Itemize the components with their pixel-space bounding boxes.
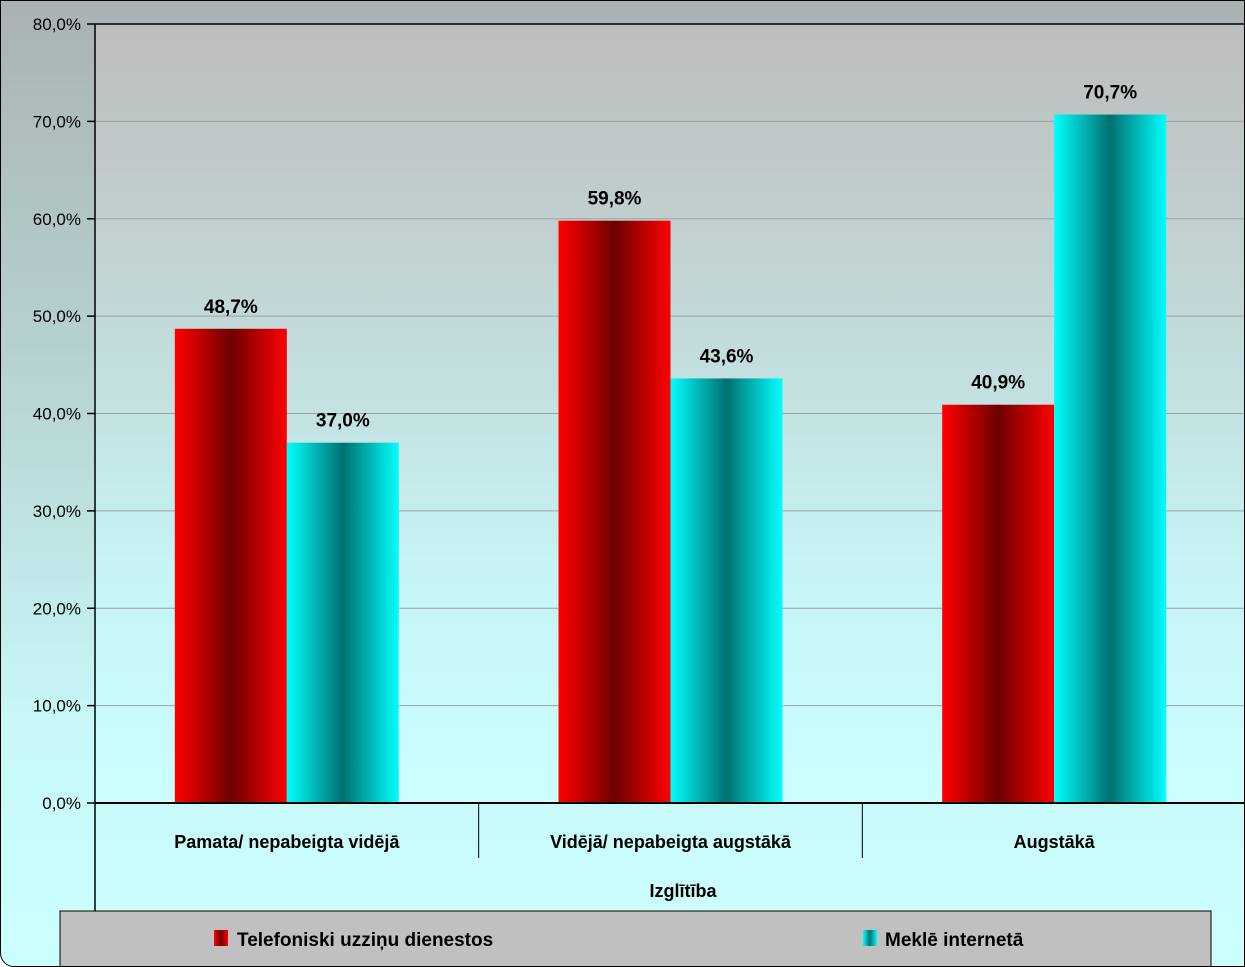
axes xyxy=(87,23,1244,911)
legend-label-telefoniski: Telefoniski uzziņu dienestos xyxy=(237,930,493,951)
data-label: 59,8% xyxy=(588,189,642,210)
y-tick-label: 10,0% xyxy=(33,697,81,716)
y-tick-label: 40,0% xyxy=(33,405,81,424)
y-tick-labels: 0,0% 10,0% 20,0% 30,0% 40,0% 50,0% 60,0% 70,0% 8… xyxy=(33,15,81,813)
data-labels: 48,7% 37,0% 59,8% 43,6% 40,9% 70,7% xyxy=(204,83,1137,432)
x-axis-title: Izglītība xyxy=(650,881,718,901)
x-category-label: Augstākā xyxy=(1014,832,1096,852)
legend-swatch-internets xyxy=(863,930,877,946)
y-tick-label: 20,0% xyxy=(33,599,81,618)
legend-swatch-telefoniski xyxy=(214,930,228,946)
data-label: 40,9% xyxy=(971,373,1025,394)
data-label: 48,7% xyxy=(204,297,258,318)
x-category-label: Vidējā/ nepabeigta augstākā xyxy=(550,832,792,852)
bar-telefoniski xyxy=(558,220,671,803)
bar-internets xyxy=(670,378,783,803)
legend: Telefoniski uzziņu dienestos Meklē inter… xyxy=(59,910,1212,966)
bar-telefoniski xyxy=(174,328,287,803)
legend-box xyxy=(59,910,1212,966)
legend-label-internets: Meklē internetā xyxy=(885,930,1024,951)
x-category-label: Pamata/ nepabeigta vidējā xyxy=(174,832,400,852)
data-label: 37,0% xyxy=(316,411,370,432)
bar-internets xyxy=(286,442,399,803)
y-tick-label: 60,0% xyxy=(33,210,81,229)
y-tick-label: 70,0% xyxy=(33,112,81,131)
bar-telefoniski xyxy=(942,404,1055,803)
y-tick-label: 50,0% xyxy=(33,307,81,326)
y-tick-label: 80,0% xyxy=(33,15,81,34)
data-label: 70,7% xyxy=(1083,83,1137,104)
y-tick-label: 0,0% xyxy=(42,794,81,813)
bar-internets xyxy=(1054,114,1167,804)
y-tick-label: 30,0% xyxy=(33,502,81,521)
bars xyxy=(174,114,1167,804)
x-category-labels: Pamata/ nepabeigta vidējā Vidējā/ nepabei… xyxy=(174,832,1095,852)
data-label: 43,6% xyxy=(700,346,754,367)
